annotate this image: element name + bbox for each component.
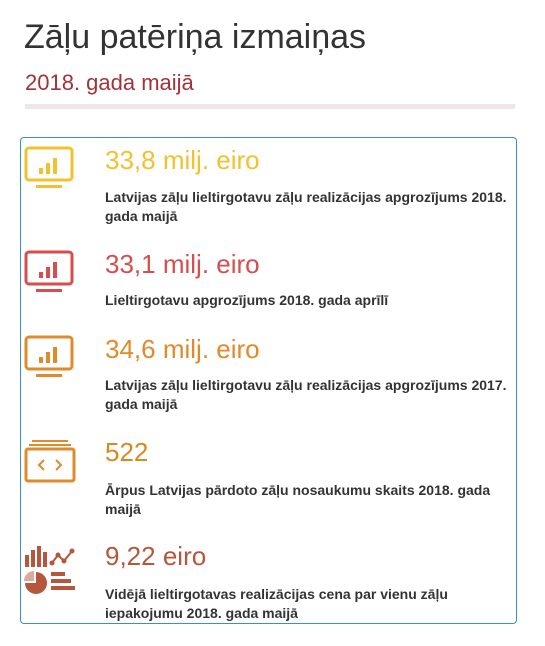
stats-icon xyxy=(24,546,75,594)
value: 9,22 eiro xyxy=(105,541,207,571)
monitor-icon xyxy=(24,146,74,188)
subtitle: 2018. gada maijā xyxy=(25,70,194,95)
title: Zāļu patēriņa izmaiņas xyxy=(24,18,367,56)
description: Latvijas zāļu lieltirgotavu zāļu realizā… xyxy=(105,377,507,412)
value: 33,8 milj. eiro xyxy=(105,145,260,175)
value: 33,1 milj. eiro xyxy=(105,249,260,279)
monitor-icon xyxy=(24,335,74,377)
description: Lieltirgotavu apgrozījums 2018. gada apr… xyxy=(105,292,389,308)
value: 522 xyxy=(105,437,149,467)
description: Ārpus Latvijas pārdoto zāļu nosaukumu sk… xyxy=(105,482,491,517)
monitor-icon xyxy=(24,250,74,292)
description: Vidējā lieltirgotavas realizācijas cena … xyxy=(105,586,448,621)
code-icon xyxy=(24,440,76,483)
value: 34,6 milj. eiro xyxy=(105,334,260,364)
info-box xyxy=(20,137,517,624)
description: Latvijas zāļu lieltirgotavu zāļu realizā… xyxy=(105,189,507,224)
divider xyxy=(25,104,515,109)
